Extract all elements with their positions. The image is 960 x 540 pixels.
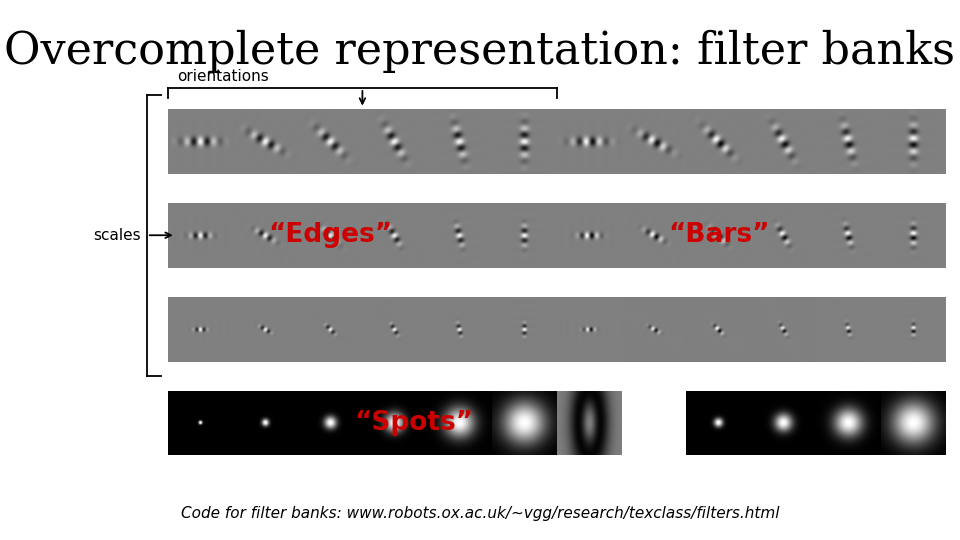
Text: Code for filter banks: www.robots.ox.ac.uk/~vgg/research/texclass/filters.html: Code for filter banks: www.robots.ox.ac.…: [180, 506, 780, 521]
Text: orientations: orientations: [178, 69, 270, 84]
Text: Overcomplete representation: filter banks: Overcomplete representation: filter bank…: [5, 30, 955, 73]
Text: “Bars”: “Bars”: [668, 222, 770, 248]
Text: scales: scales: [93, 228, 141, 243]
Text: “Edges”: “Edges”: [268, 222, 392, 248]
Text: “Spots”: “Spots”: [354, 410, 474, 436]
